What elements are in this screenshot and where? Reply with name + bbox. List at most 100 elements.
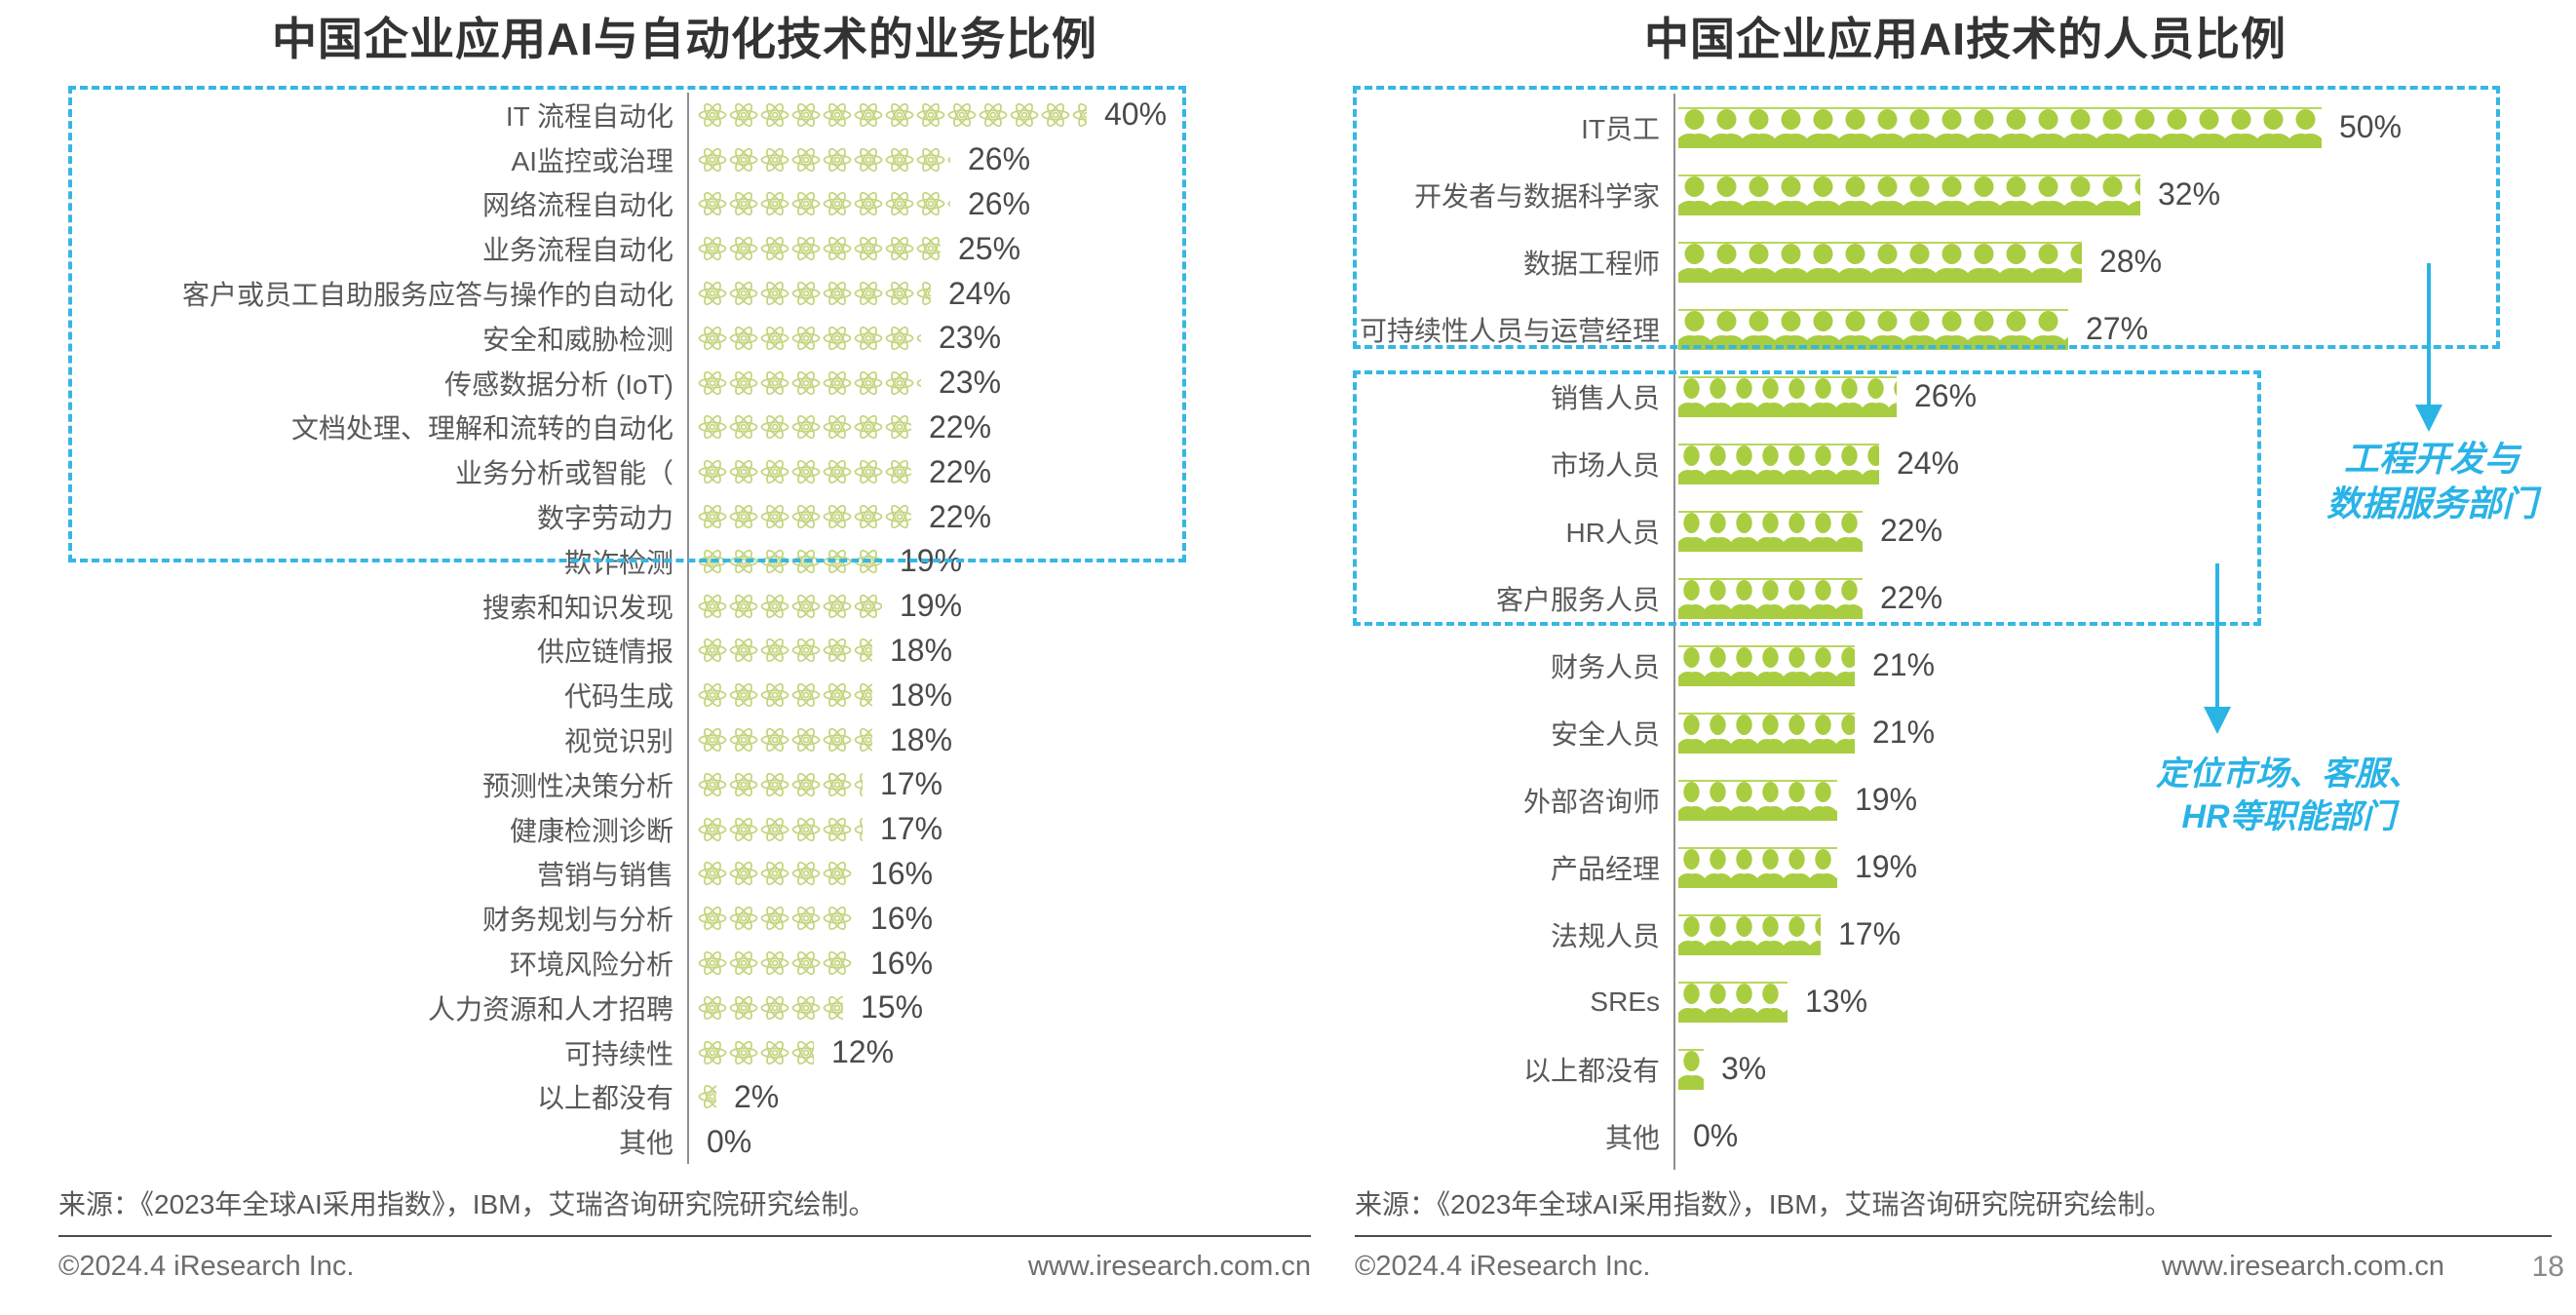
website-link[interactable]: www.iresearch.com.cn (1027, 1251, 1311, 1282)
person-icon (1936, 108, 1968, 148)
atom-icon (729, 815, 758, 843)
person-icon (1871, 310, 1903, 350)
right-footer: ©2024.4 iResearch Inc. www.iresearch.com… (1355, 1251, 2444, 1283)
atom-icon (854, 368, 883, 397)
value-label: 16% (870, 945, 934, 981)
person-icon (1731, 915, 1757, 955)
pictogram-bar (697, 234, 941, 263)
person-icon (1731, 646, 1757, 686)
category-label: 可持续性人员与运营经理 (1359, 315, 1660, 346)
chart-row: 营销与销售 16% (58, 851, 1311, 897)
atom-icon (791, 948, 821, 978)
atom-icon (885, 235, 914, 263)
chart-row: 可持续性人员与运营经理 27% (1355, 295, 2576, 363)
category-label: 销售人员 (1550, 382, 1660, 413)
atom-icon (760, 190, 789, 218)
bar-zone: 22% (1673, 497, 2576, 564)
person-icon (2064, 243, 2082, 283)
atom-icon (729, 725, 758, 754)
atom-icon (823, 948, 852, 978)
category-label: 外部咨询师 (1522, 786, 1660, 817)
atom-icon (729, 324, 758, 353)
person-icon (1731, 848, 1757, 888)
bar-zone: 23% (687, 360, 1311, 406)
bar-zone: 17% (687, 761, 1311, 807)
chart-row: 市场人员 24% (1355, 430, 2576, 497)
page-number: 18 (2531, 1251, 2564, 1283)
value-label: 24% (948, 275, 1012, 311)
value-label: 0% (1693, 1118, 1739, 1153)
value-label: 22% (929, 498, 992, 534)
pictogram-bar (1678, 241, 2082, 283)
chart-row: 外部咨询师 19% (1355, 766, 2576, 833)
atom-icon (823, 190, 852, 218)
person-icon (1757, 512, 1784, 552)
person-icon (1743, 243, 1775, 283)
category-label: 以上都没有 (536, 1083, 673, 1114)
person-icon (1678, 579, 1705, 619)
pictogram-bar (697, 412, 911, 442)
category-label: IT员工 (1581, 113, 1660, 144)
pictogram-bar (697, 993, 843, 1023)
pictogram-bar (1678, 712, 1855, 754)
bar-zone: 40% (687, 93, 1311, 137)
person-icon (1731, 512, 1757, 552)
person-icon (1968, 108, 2000, 148)
atom-icon (698, 413, 727, 442)
atom-icon (885, 413, 911, 442)
value-label: 17% (880, 766, 943, 802)
atom-icon (698, 324, 727, 353)
left-chart-panel: 中国企业应用AI与自动化技术的业务比例 IT 流程自动化 40% AI监控或治理 26… (58, 0, 1311, 1315)
atom-icon (760, 502, 789, 531)
pictogram-bar (1678, 1048, 1704, 1090)
atom-icon (854, 681, 872, 710)
category-label: 人力资源和人才招聘 (427, 993, 673, 1025)
category-label: 网络流程自动化 (481, 190, 673, 221)
category-label: 客户服务人员 (1495, 584, 1660, 615)
person-icon (1731, 714, 1757, 754)
category-label: 以上都没有 (1522, 1055, 1660, 1086)
right-chart-title: 中国企业应用AI技术的人员比例 (1644, 14, 2287, 64)
chart-row: 代码生成 18% (58, 673, 1311, 718)
atom-icon (791, 681, 821, 710)
atom-icon (791, 502, 821, 531)
atom-icon (729, 190, 758, 218)
person-icon (1705, 983, 1731, 1023)
atom-icon (823, 145, 852, 174)
value-label: 18% (890, 721, 953, 757)
atom-icon (698, 1083, 716, 1111)
atom-icon (791, 190, 821, 218)
pictogram-bar (1678, 443, 1879, 484)
person-icon (1705, 377, 1731, 417)
chart-row: 欺诈检测 19% (58, 538, 1311, 584)
atom-icon (760, 815, 789, 843)
atom-icon (885, 190, 914, 218)
website-link[interactable]: www.iresearch.com.cn (2161, 1251, 2444, 1282)
person-icon (1711, 108, 1743, 148)
atom-icon (729, 279, 758, 308)
bar-zone: 16% (687, 941, 1311, 986)
atom-icon (885, 279, 914, 308)
category-label: 产品经理 (1550, 853, 1660, 884)
person-icon (1784, 983, 1788, 1023)
atom-icon (729, 413, 758, 442)
atom-icon (823, 770, 852, 799)
category-label: HR人员 (1565, 517, 1660, 548)
atom-icon (791, 860, 821, 888)
atom-icon (916, 100, 945, 130)
pictogram-bar (1678, 846, 1837, 888)
atom-icon (1010, 100, 1039, 130)
person-icon (1903, 175, 1936, 215)
person-icon (2193, 108, 2225, 148)
chart-row: SREs 13% (1355, 968, 2576, 1035)
left-source-note: 来源：《2023年全球AI采用指数》，IBM，艾瑞咨询研究院研究绘制。 (58, 1189, 876, 1219)
category-label: 文档处理、理解和流转的自动化 (290, 413, 673, 445)
person-icon (1903, 243, 1936, 283)
pictogram-bar (697, 324, 921, 353)
bar-zone: 28% (1673, 228, 2576, 295)
chart-row: 可持续性 12% (58, 1029, 1311, 1075)
atom-icon (729, 905, 758, 933)
chart-row: 财务规划与分析 16% (58, 896, 1311, 942)
person-icon (2064, 310, 2068, 350)
atom-icon (854, 815, 863, 843)
